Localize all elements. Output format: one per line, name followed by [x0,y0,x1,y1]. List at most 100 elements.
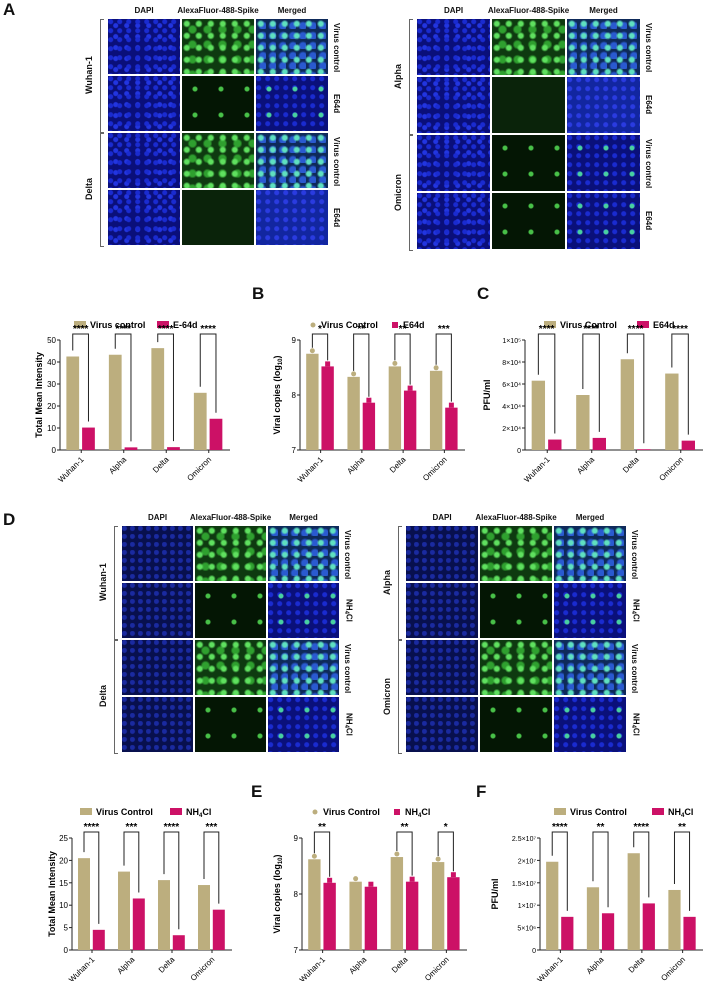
x-tick-label: Delta [151,455,171,475]
group-bracket [409,135,413,251]
micrograph-image [256,190,328,245]
bar-treatment [642,903,655,950]
bar-control [627,853,640,950]
x-tick-label: Alpha [575,455,596,476]
micrograph-image [567,193,640,249]
micrograph-image [195,640,266,695]
bar-treatment [637,449,651,450]
column-header: DAPI [147,513,168,522]
micrograph-image [268,697,339,752]
micrograph-image [182,76,254,131]
micrograph-image [417,77,490,133]
legend-label: Virus Control [321,320,378,330]
y-tick-label: 1×10⁷ [518,903,537,910]
significance-label: **** [73,324,89,335]
group-label: Wuhan-1 [84,56,94,94]
y-tick-label: 9 [292,336,297,345]
significance-label: *** [206,822,218,833]
micrograph-image [567,77,640,133]
row-label: NH4Cl [630,599,641,622]
micrograph-image [108,133,180,188]
bar-treatment [403,390,417,450]
significance-label: ** [401,822,409,833]
y-tick-label: 5×10⁶ [517,926,536,933]
significance-label: **** [164,822,180,833]
micrograph-image [417,193,490,249]
group-bracket [398,640,402,754]
row-label: Virus control [343,530,352,580]
x-tick-label: Wuhan-1 [536,955,566,981]
significance-label: **** [628,324,644,335]
row-label: NH4Cl [343,713,354,736]
bar-treatment [124,447,138,450]
y-axis-label: Viral copies (log10) [272,854,284,933]
bar-treatment [561,916,574,950]
x-tick-label: Wuhan-1 [67,955,97,981]
legend-label: E-64d [173,320,198,330]
y-tick-label: 50 [47,336,56,345]
y-tick-label: 0 [532,948,536,955]
bar-control [665,373,679,450]
chart-e-viral-copies: Virus Control NH4Cl 7 8 9 Viral copies (log10… [272,807,467,981]
row-label: Virus control [343,644,352,694]
x-tick-label: Alpha [585,955,606,976]
x-tick-label: Alpha [107,455,128,476]
micrograph-image [406,526,478,581]
micrograph-image [108,19,180,74]
bar-treatment [405,881,419,950]
y-tick-label: 6×10⁴ [502,382,521,389]
significance-label: **** [158,324,174,335]
bar-control [308,859,321,950]
bar-treatment [362,402,376,450]
x-tick-label: Omicron [421,455,449,483]
y-tick-label: 10 [47,424,56,433]
micrograph-image [480,640,552,695]
micrograph-image [406,640,478,695]
significance-label: **** [672,324,688,335]
legend-label: Virus Control [96,807,153,817]
micrograph-image [122,583,193,638]
bar-treatment [548,439,562,450]
row-label: Virus control [332,137,341,187]
row-label: Virus control [644,23,653,73]
micrograph-image [195,583,266,638]
bar-control [108,354,122,450]
legend-label: Virus Control [570,807,627,817]
y-tick-label: 9 [294,834,299,843]
bar-control [620,359,635,450]
bar-treatment [601,913,615,950]
legend-label: NH4Cl [405,807,430,819]
significance-label: ** [678,822,686,833]
significance-label: ** [318,822,326,833]
micrograph-image [122,640,193,695]
significance-label: * [318,324,322,335]
bar-treatment [447,877,460,950]
micrograph-image [256,19,328,74]
panel-letter-c: C [477,284,490,303]
y-tick-label: 10 [59,901,68,910]
y-tick-label: 0 [64,946,69,955]
x-tick-label: Wuhan-1 [522,455,552,485]
bar-control [531,380,546,450]
group-bracket [398,526,402,640]
y-tick-label: 20 [47,402,56,411]
group-bracket [100,19,104,133]
bar-treatment [592,437,606,450]
group-label: Wuhan-1 [98,563,108,601]
bar-control [198,885,210,950]
micrograph-image [480,526,552,581]
legend-label: E64d [653,320,675,330]
micrograph-image [492,19,565,75]
panel-letter-e: E [251,782,263,801]
column-header: DAPI [432,513,452,522]
micrograph-image [182,133,254,188]
bar-control [118,871,130,950]
bar-control [158,880,170,950]
bar-control [193,392,207,450]
bar-control [576,395,590,450]
micrograph-image [182,19,254,74]
significance-label: **** [583,324,599,335]
column-header: DAPI [443,6,464,15]
chart-b-viral-copies: Virus Control E64d 7 8 9 Viral copies (log10)… [272,320,465,484]
